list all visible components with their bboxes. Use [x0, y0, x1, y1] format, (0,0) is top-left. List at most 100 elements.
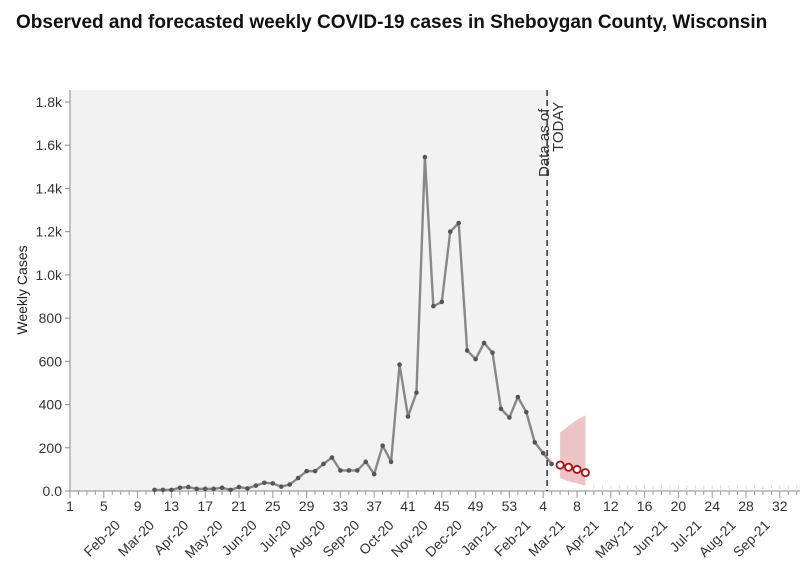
observed-point: [447, 229, 453, 234]
y-tick-label: 400: [39, 397, 63, 413]
observed-point: [211, 486, 216, 492]
x-tick-label: 25: [265, 498, 281, 514]
x-tick-label: 45: [434, 498, 450, 514]
observed-point: [219, 485, 225, 491]
x-month-label: May-20: [181, 517, 225, 561]
x-tick-label: 20: [671, 498, 687, 514]
observed-point: [388, 459, 394, 465]
x-month-label: Nov-20: [388, 517, 431, 560]
observed-point: [405, 414, 411, 419]
x-month-label: Mar-20: [115, 517, 158, 560]
observed-point: [287, 482, 293, 487]
observed-point: [321, 461, 326, 467]
x-tick-label: 28: [738, 498, 754, 514]
x-month-label: Aug-21: [695, 517, 738, 560]
chart-title: Observed and forecasted weekly COVID-19 …: [16, 12, 768, 33]
today-label-line1: Data as of: [536, 108, 553, 177]
x-tick-label: 49: [468, 498, 484, 514]
x-tick-label: 21: [231, 498, 247, 514]
observed-point: [194, 486, 200, 492]
x-tick-label: 17: [197, 498, 213, 514]
forecast-point: [555, 460, 565, 470]
observed-point: [524, 409, 529, 415]
observed-point: [507, 415, 512, 420]
x-month-label: May-21: [592, 517, 636, 561]
observed-point: [177, 485, 183, 491]
x-tick-label: 9: [134, 498, 142, 514]
x-tick-label: 12: [603, 498, 619, 514]
forecast-point: [572, 464, 582, 474]
x-tick-label: 37: [366, 498, 382, 514]
x-tick-label: 29: [299, 498, 315, 514]
x-month-label: Sep-20: [319, 517, 362, 560]
observed-point: [270, 481, 276, 486]
x-tick-label: 1: [66, 498, 74, 514]
y-tick-label: 1.0k: [36, 267, 63, 283]
x-tick-label: 16: [637, 498, 653, 514]
x-tick-label: 32: [772, 498, 788, 514]
y-tick-label: 800: [39, 310, 63, 326]
observed-point: [498, 406, 504, 412]
y-tick-label: 1.8k: [36, 94, 63, 110]
observed-point: [186, 484, 191, 490]
x-tick-label: 5: [100, 498, 108, 514]
observed-point: [253, 483, 259, 488]
observed-point: [481, 340, 487, 346]
observed-point: [262, 480, 267, 486]
observed-point: [397, 362, 402, 367]
observed-point: [346, 468, 352, 473]
observed-point: [431, 303, 436, 309]
x-month-label: Dec-20: [422, 517, 465, 560]
x-month-label: Jan-21: [458, 517, 500, 559]
observed-point: [532, 440, 538, 445]
x-month-label: Jun-20: [218, 517, 260, 559]
observed-point: [312, 468, 318, 474]
x-month-label: Jun-21: [629, 517, 671, 559]
observed-point: [295, 475, 301, 481]
observed-point: [515, 394, 521, 400]
observed-point: [245, 486, 250, 491]
observed-point: [152, 487, 157, 493]
observed-point: [329, 455, 335, 460]
y-tick-label: 0.0: [43, 483, 63, 499]
observed-point: [464, 348, 470, 353]
observed-point: [228, 487, 233, 493]
observed-point: [169, 487, 174, 493]
y-axis-label: Weekly Cases: [14, 245, 30, 334]
observed-point: [473, 356, 478, 362]
observed-point: [549, 461, 554, 467]
forecast-point: [580, 468, 590, 478]
x-month-label: Sep-21: [730, 517, 773, 560]
x-tick-label: 8: [573, 498, 581, 514]
observed-point: [439, 299, 445, 305]
observed-point: [160, 487, 166, 493]
observed-point: [414, 390, 419, 395]
x-tick-label: 41: [400, 498, 416, 514]
y-tick-label: 1.4k: [36, 180, 63, 196]
observed-point: [304, 468, 309, 474]
y-tick-label: 1.2k: [36, 224, 63, 240]
x-tick-label: 24: [704, 498, 720, 514]
observed-point: [490, 350, 495, 355]
y-tick-label: 600: [39, 353, 63, 369]
x-month-label: Aug-20: [285, 517, 328, 560]
observed-period-background: [70, 90, 551, 491]
x-month-label: Mar-21: [525, 517, 568, 560]
x-tick-label: 4: [539, 498, 547, 514]
observed-point: [422, 154, 428, 160]
x-tick-label: 13: [164, 498, 180, 514]
observed-point: [278, 484, 284, 489]
y-tick-label: 200: [39, 440, 63, 456]
x-tick-label: 53: [502, 498, 518, 514]
observed-point: [380, 443, 385, 448]
today-label-line2: TODAY: [550, 102, 567, 152]
forecast-interval-band: [560, 415, 586, 486]
observed-point: [355, 468, 360, 473]
x-month-label: Feb-21: [491, 517, 534, 560]
observed-point: [371, 471, 377, 477]
x-tick-label: 33: [333, 498, 349, 514]
observed-point: [540, 450, 546, 456]
observed-point: [338, 468, 343, 473]
observed-point: [202, 486, 208, 492]
